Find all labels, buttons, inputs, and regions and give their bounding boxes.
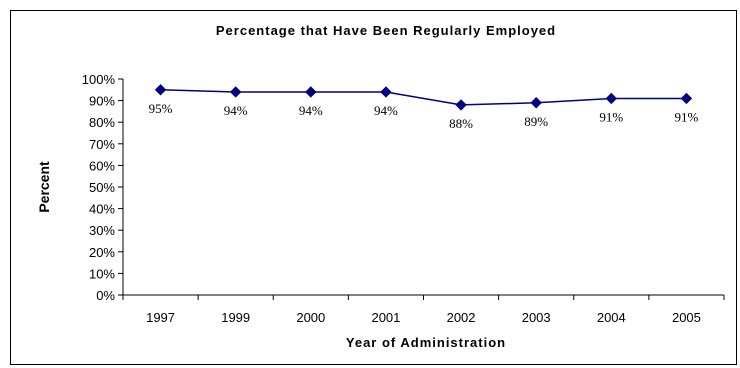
y-tick-label: 30%: [89, 223, 115, 238]
series: 95% 94% 94% 94% 88% 89% 91% 91%: [149, 84, 699, 131]
data-label: 94%: [224, 103, 248, 118]
data-label: 89%: [524, 114, 548, 129]
y-axis-title: Percent: [36, 161, 52, 213]
y-tick-label: 80%: [89, 115, 115, 130]
x-tick-label: 2005: [672, 310, 701, 325]
y-tick-label: 70%: [89, 137, 115, 152]
data-point: [154, 84, 167, 96]
y-tick-label: 60%: [89, 158, 115, 173]
x-tick-label: 2001: [371, 310, 400, 325]
x-axis-title: Year of Administration: [346, 335, 506, 350]
data-label: 91%: [599, 109, 623, 124]
x-tick-label: 1999: [221, 310, 250, 325]
y-tick-label: 0%: [96, 288, 115, 303]
y-tick-label: 40%: [89, 202, 115, 217]
chart-frame: Percentage that Have Been Regularly Empl…: [10, 10, 737, 365]
y-tick-label: 100%: [82, 72, 116, 87]
y-tick-label: 10%: [89, 266, 115, 281]
x-tick-label: 2004: [597, 310, 626, 325]
y-tick-label: 50%: [89, 180, 115, 195]
y-tick-label: 20%: [89, 245, 115, 260]
data-label: 91%: [675, 109, 699, 124]
data-label: 94%: [374, 103, 398, 118]
data-point: [530, 97, 542, 109]
data-label: 95%: [149, 101, 173, 116]
y-tick-label: 90%: [89, 94, 115, 109]
x-axis: 1997 1999 2000 2001 2002 2003 2004 2005: [122, 294, 725, 325]
x-tick-label: 2003: [522, 310, 551, 325]
line-chart: Percentage that Have Been Regularly Empl…: [36, 23, 725, 350]
data-point: [605, 92, 618, 105]
data-label: 94%: [299, 103, 323, 118]
data-point: [380, 86, 392, 98]
series-line: [160, 89, 687, 106]
y-axis: 0% 10% 20% 30% 40% 50% 60% 70% 80% 90% 100%: [82, 72, 124, 303]
data-point: [680, 92, 693, 105]
data-point: [305, 86, 317, 98]
data-label: 88%: [449, 116, 473, 131]
data-point: [229, 86, 242, 98]
x-tick-label: 2000: [296, 310, 325, 325]
chart-title: Percentage that Have Been Regularly Empl…: [216, 23, 556, 38]
x-tick-label: 2002: [447, 310, 476, 325]
data-point: [455, 99, 467, 111]
x-tick-label: 1997: [146, 310, 175, 325]
